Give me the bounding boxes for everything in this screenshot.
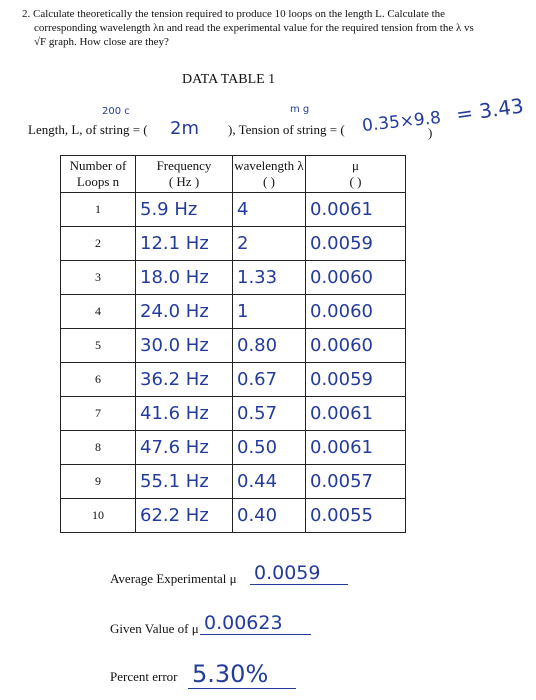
- summary-label: Average Experimental μ: [110, 571, 237, 586]
- data-table: Number of Loops n Frequency( Hz ) wavelengt…: [60, 155, 406, 533]
- table-row: 1 5.9 Hz 4 0.0061: [60, 192, 406, 227]
- table-row: 8 47.6 Hz 0.50 0.0061: [60, 430, 406, 465]
- handwritten-cell: 55.1 Hz: [135, 464, 233, 499]
- loop-number: 3: [60, 260, 136, 295]
- handwritten-cell: 1: [232, 294, 306, 329]
- handwritten-cell: 1.33: [232, 260, 306, 295]
- handwritten-cell: 0.0061: [305, 430, 406, 465]
- summary-value: 0.00623: [200, 612, 311, 635]
- handwritten-cell: 5.9 Hz: [135, 192, 233, 227]
- header-text: Number of: [69, 158, 127, 173]
- loop-number: 8: [60, 430, 136, 465]
- header-cell: Number of Loops n: [60, 155, 136, 193]
- handwritten-cell: 24.0 Hz: [135, 294, 233, 329]
- handwritten-cell: 18.0 Hz: [135, 260, 233, 295]
- tension-result: = 3.43: [454, 93, 525, 127]
- table-body: 1 5.9 Hz 4 0.0061 2 12.1 Hz 2 0.0059 3 18.0 Hz 1.3…: [60, 192, 406, 533]
- handwritten-cell: 0.0057: [305, 464, 406, 499]
- length-value: 2m: [170, 118, 199, 139]
- loop-number: 10: [60, 498, 136, 533]
- handwritten-cell: 36.2 Hz: [135, 362, 233, 397]
- close-paren: ): [428, 125, 433, 140]
- question-line: √F graph. How close are they?: [34, 36, 169, 48]
- loop-number: 6: [60, 362, 136, 397]
- table-row: 2 12.1 Hz 2 0.0059: [60, 226, 406, 261]
- loop-number: 5: [60, 328, 136, 363]
- loop-number: 9: [60, 464, 136, 499]
- handwritten-cell: 0.0060: [305, 260, 406, 295]
- handwritten-cell: 0.0061: [305, 192, 406, 227]
- handwritten-cell: 0.0060: [305, 294, 406, 329]
- handwritten-cell: 0.0060: [305, 328, 406, 363]
- summary-value: 0.0059: [250, 562, 349, 585]
- header-text: μ: [352, 158, 359, 173]
- table-row: 3 18.0 Hz 1.33 0.0060: [60, 260, 406, 295]
- handwritten-cell: 0.57: [232, 396, 306, 431]
- header-text: wavelength λ: [234, 158, 304, 173]
- handwritten-cell: 0.0061: [305, 396, 406, 431]
- annotation: m g: [290, 104, 310, 115]
- loop-number: 1: [60, 192, 136, 227]
- handwritten-cell: 2: [232, 226, 306, 261]
- loop-number: 2: [60, 226, 136, 261]
- summary-label: Percent error: [110, 669, 178, 684]
- question-line: 2. Calculate theoretically the tension r…: [22, 8, 446, 20]
- handwritten-cell: 0.0055: [305, 498, 406, 533]
- table-row: 5 30.0 Hz 0.80 0.0060: [60, 328, 406, 363]
- table-row: 4 24.0 Hz 1 0.0060: [60, 294, 406, 329]
- header-row: Number of Loops n Frequency( Hz ) wavelengt…: [60, 155, 406, 193]
- loop-number: 7: [60, 396, 136, 431]
- handwritten-cell: 30.0 Hz: [135, 328, 233, 363]
- handwritten-cell: 41.6 Hz: [135, 396, 233, 431]
- handwritten-cell: 0.40: [232, 498, 306, 533]
- length-label: Length, L, of string = (: [28, 122, 148, 137]
- loop-number: 4: [60, 294, 136, 329]
- summary-value: 5.30%: [188, 660, 297, 689]
- header-text: Loops n: [76, 174, 120, 189]
- handwritten-cell: 62.2 Hz: [135, 498, 233, 533]
- header-text: ( Hz ): [168, 174, 200, 189]
- table-row: 6 36.2 Hz 0.67 0.0059: [60, 362, 406, 397]
- table-row: 10 62.2 Hz 0.40 0.0055: [60, 498, 406, 533]
- handwritten-cell: 47.6 Hz: [135, 430, 233, 465]
- handwritten-cell: 0.67: [232, 362, 306, 397]
- handwritten-cell: 4: [232, 192, 306, 227]
- tension-label: ), Tension of string = (: [228, 122, 345, 137]
- header-cell: μ( ): [305, 155, 406, 193]
- handwritten-cell: 0.0059: [305, 226, 406, 261]
- handwritten-cell: 0.44: [232, 464, 306, 499]
- header-text: ( ): [349, 174, 362, 189]
- annotation: 200 c: [102, 106, 130, 117]
- handwritten-cell: 0.80: [232, 328, 306, 363]
- table-row: 9 55.1 Hz 0.44 0.0057: [60, 464, 406, 499]
- handwritten-cell: 0.50: [232, 430, 306, 465]
- table-title: DATA TABLE 1: [182, 72, 276, 87]
- question-line: corresponding wavelength λn and read the…: [34, 22, 474, 34]
- handwritten-cell: 0.0059: [305, 362, 406, 397]
- header-text: ( ): [263, 174, 275, 189]
- header-cell: Frequency( Hz ): [135, 155, 233, 193]
- header-text: Frequency: [156, 158, 212, 173]
- handwritten-cell: 12.1 Hz: [135, 226, 233, 261]
- header-cell: wavelength λ( ): [232, 155, 306, 193]
- table-row: 7 41.6 Hz 0.57 0.0061: [60, 396, 406, 431]
- summary-label: Given Value of μ: [110, 621, 199, 636]
